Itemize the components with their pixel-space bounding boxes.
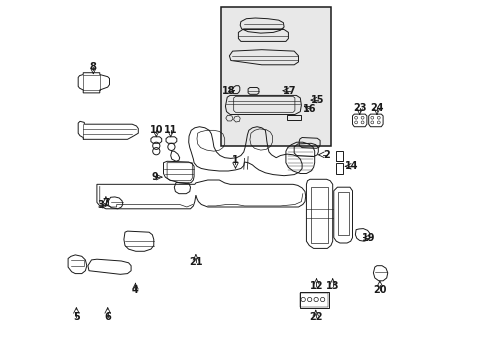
Text: 7: 7 (102, 198, 109, 208)
Bar (335, 163, 343, 174)
Text: 18: 18 (221, 86, 235, 96)
Text: 22: 22 (308, 312, 322, 322)
Text: 20: 20 (372, 285, 386, 295)
Text: 10: 10 (149, 125, 163, 135)
Bar (299, 292, 328, 308)
Text: 21: 21 (189, 257, 202, 267)
Text: 24: 24 (369, 103, 383, 113)
Text: 19: 19 (361, 233, 375, 243)
Text: 15: 15 (310, 95, 324, 105)
Text: 23: 23 (352, 103, 366, 113)
Text: 9: 9 (152, 172, 158, 182)
Text: 14: 14 (345, 161, 358, 171)
Text: 17: 17 (283, 86, 296, 96)
Text: 2: 2 (323, 150, 329, 160)
Text: 16: 16 (302, 104, 315, 114)
Text: 5: 5 (73, 312, 80, 322)
Bar (286, 115, 301, 120)
Text: 3: 3 (97, 200, 103, 210)
Bar (310, 187, 328, 243)
Text: 8: 8 (90, 62, 97, 72)
Text: 13: 13 (325, 281, 339, 291)
Text: 4: 4 (132, 285, 139, 295)
Text: 12: 12 (309, 281, 323, 291)
Text: 11: 11 (163, 125, 177, 135)
Bar (335, 151, 343, 161)
Text: 1: 1 (232, 155, 238, 165)
Bar (337, 192, 348, 235)
Bar (221, 7, 330, 146)
Bar (300, 293, 328, 307)
Text: 6: 6 (104, 312, 111, 322)
